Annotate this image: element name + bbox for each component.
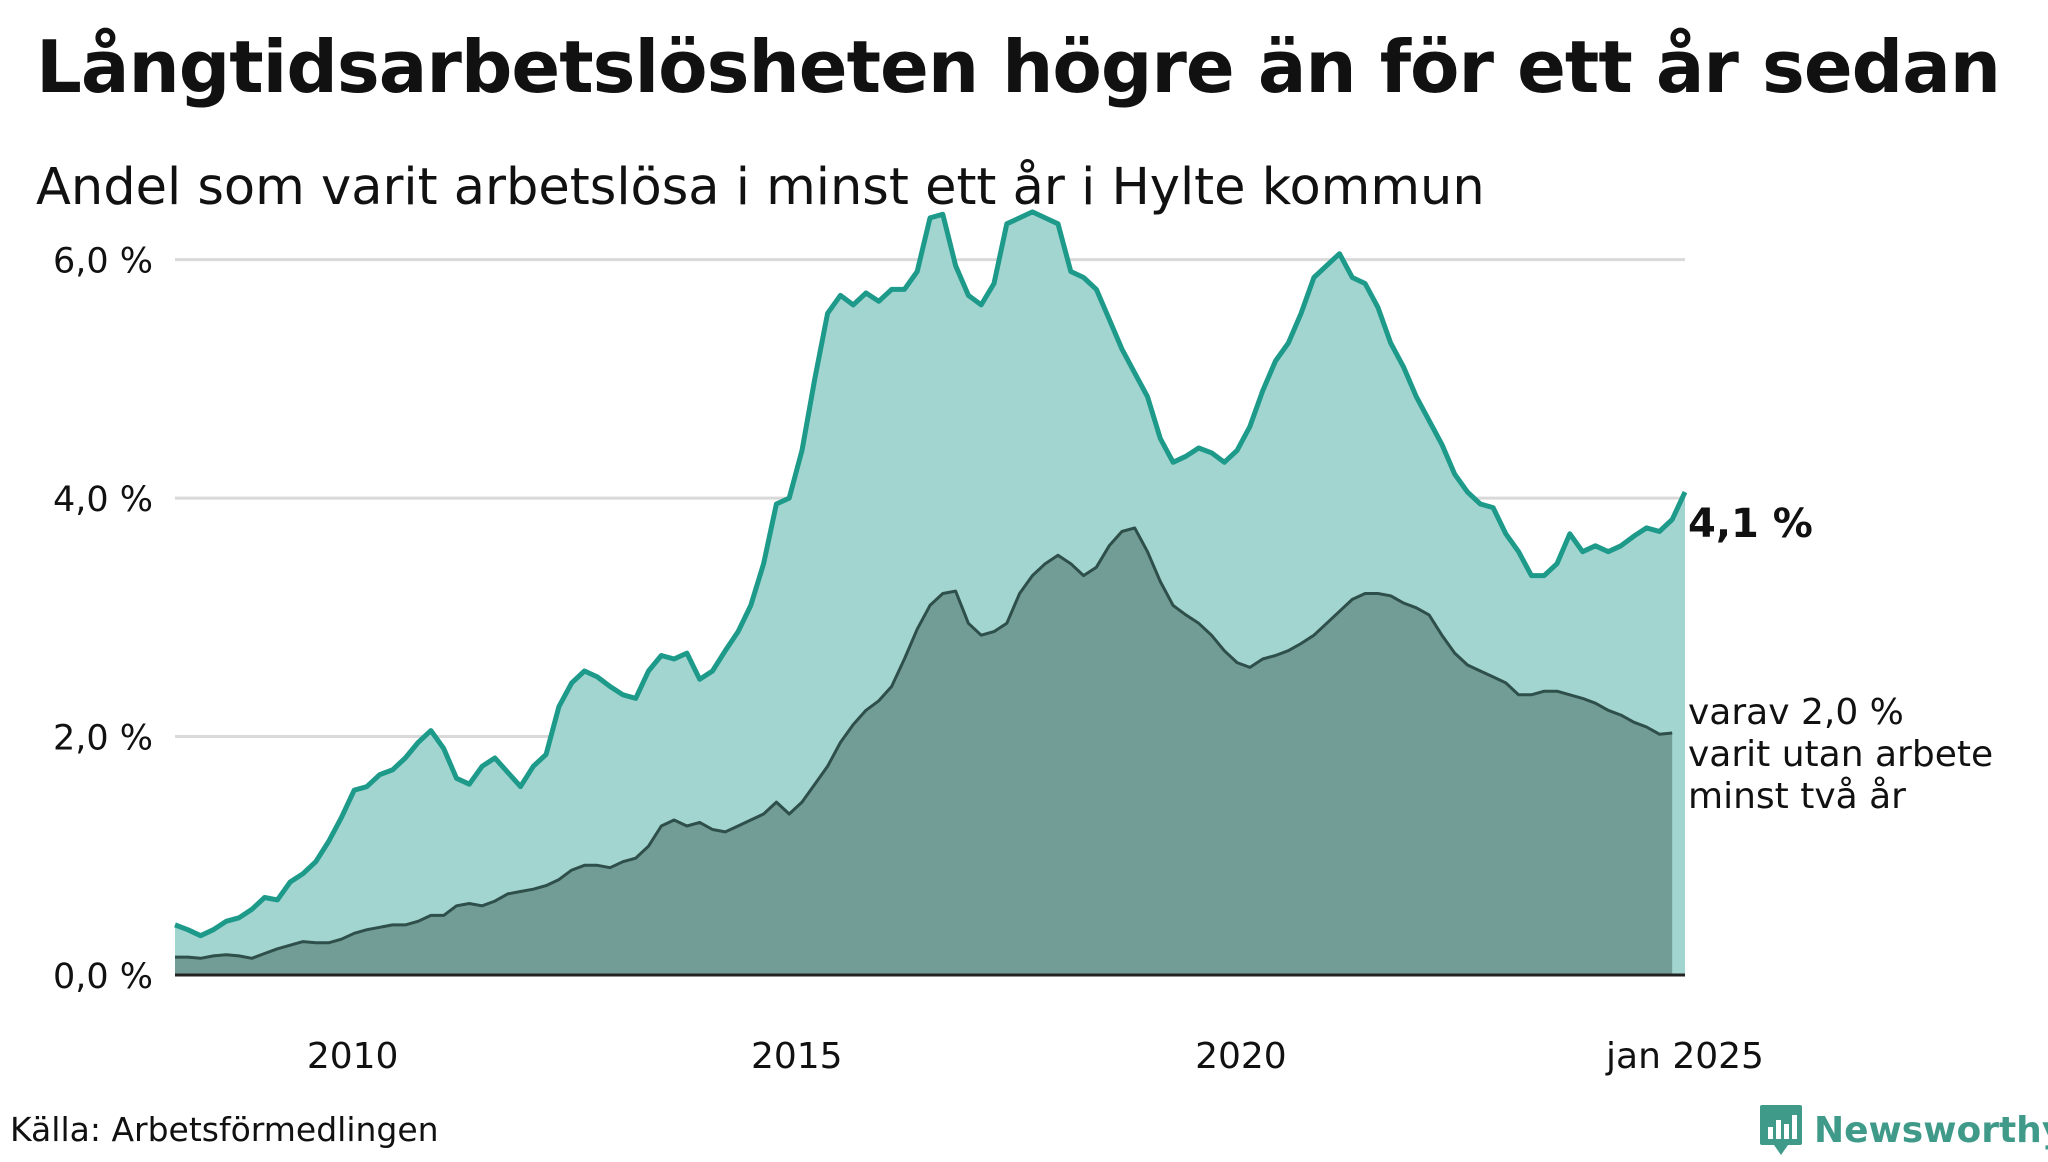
area-chart: 0,0 % 2,0 % 4,0 % 6,0 % 2010 2015 2020 jan 202…: [53, 209, 1993, 1077]
x-axis-ticks: 2010 2015 2020 jan 2025: [307, 1036, 1764, 1077]
chart-title: Långtidsarbetslösheten högre än för ett …: [36, 25, 2001, 109]
end-label-two-year-line2: varit utan arbete: [1688, 734, 1993, 775]
line-unemployed-2yr: [175, 526, 1673, 960]
end-label-total: 4,1 %: [1688, 501, 1813, 547]
bar-chart-logo-icon: [1760, 1105, 1802, 1155]
brand-logo[interactable]: Newsworthy: [1758, 1098, 2048, 1162]
x-tick-label: jan 2025: [1605, 1036, 1764, 1077]
end-label-two-year-line1: varav 2,0 %: [1688, 692, 1904, 733]
area-unemployed-2yr: [175, 527, 1673, 975]
y-tick-label: 2,0 %: [53, 719, 153, 759]
y-axis-ticks: 0,0 % 2,0 % 4,0 % 6,0 %: [53, 242, 153, 997]
end-label-two-year-line3: minst två år: [1688, 776, 1906, 817]
y-tick-label: 0,0 %: [53, 957, 153, 997]
x-tick-label: 2010: [307, 1036, 399, 1077]
x-tick-label: 2015: [751, 1036, 843, 1077]
line-total-unemployed-1yr: [174, 209, 1688, 939]
y-tick-label: 4,0 %: [53, 480, 153, 520]
x-tick-label: 2020: [1195, 1036, 1287, 1077]
brand-name: Newsworthy: [1814, 1109, 2048, 1151]
y-tick-label: 6,0 %: [53, 242, 153, 282]
source-note: Källa: Arbetsförmedlingen: [10, 1110, 439, 1149]
chart-subtitle: Andel som varit arbetslösa i minst ett å…: [36, 158, 1485, 217]
